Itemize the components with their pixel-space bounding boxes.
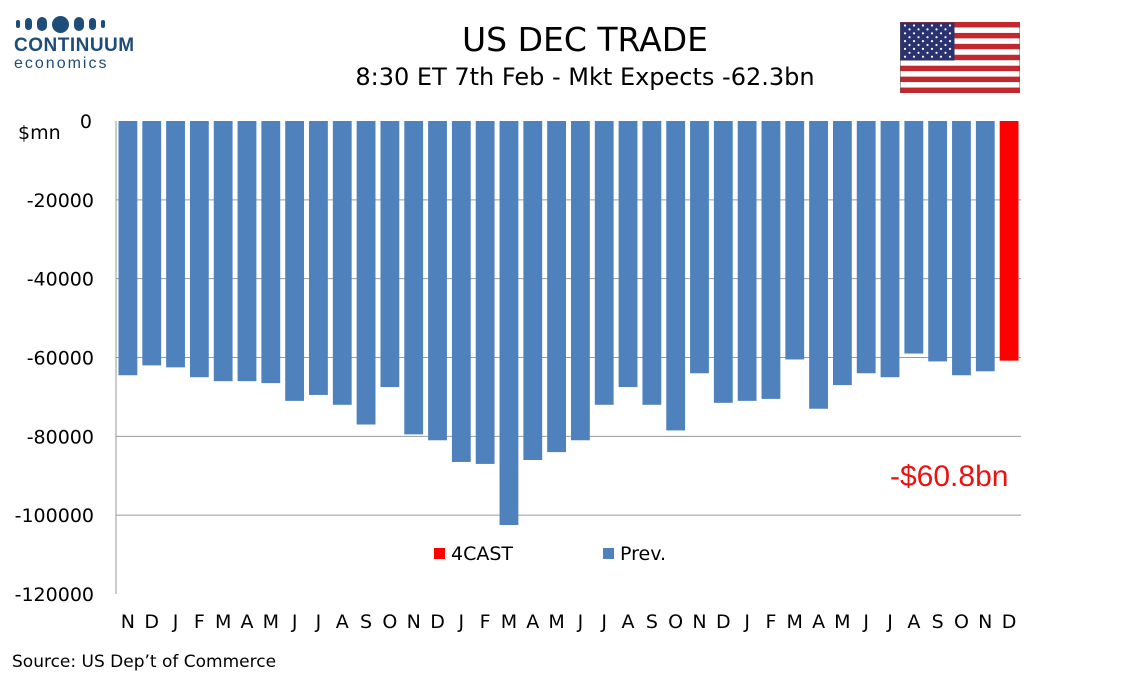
bar-prev <box>261 121 281 384</box>
logo-name: CONTINUUM <box>14 35 135 56</box>
x-tick-label: J <box>577 611 584 633</box>
bar-prev <box>428 121 447 441</box>
bar-prev <box>189 121 209 378</box>
x-tick-label: M <box>501 611 517 633</box>
bar-prev <box>571 121 590 441</box>
bar-prev <box>332 121 352 405</box>
bar-prev <box>475 121 495 464</box>
legend-label-prev: Prev. <box>620 543 666 565</box>
y-tick-label: -20000 <box>27 190 94 212</box>
y-tick-label: -100000 <box>15 505 94 527</box>
x-tick-label: J <box>458 611 465 633</box>
x-tick-label: A <box>622 611 635 633</box>
bar-prev <box>785 121 805 360</box>
bar-prev <box>547 121 566 453</box>
logo-dots <box>16 14 139 34</box>
x-tick-label: J <box>172 611 179 633</box>
y-tick-label: -40000 <box>27 269 94 291</box>
bar-prev <box>618 121 638 388</box>
bar-prev <box>952 121 971 376</box>
bar-prev <box>713 121 733 403</box>
bar-prev <box>451 121 471 462</box>
bar-prev <box>856 121 876 374</box>
x-tick-label: D <box>1002 611 1017 633</box>
bar-prev <box>118 121 138 376</box>
x-tick-label: O <box>668 611 683 633</box>
x-tick-label: J <box>315 611 322 633</box>
bar-prev <box>809 121 828 409</box>
continuum-logo: CONTINUUM economics <box>14 14 139 76</box>
x-tick-label: N <box>978 611 992 633</box>
x-tick-label: M <box>215 611 231 633</box>
x-tick-label: F <box>480 611 491 633</box>
chart-subtitle: 8:30 ET 7th Feb - Mkt Expects -62.3bn <box>355 63 815 91</box>
x-tick-label: F <box>765 611 776 633</box>
bar-prev <box>761 121 781 399</box>
y-tick-label: -80000 <box>27 426 94 448</box>
logo-subtitle: economics <box>14 55 109 72</box>
legend-label-4cast: 4CAST <box>451 543 513 565</box>
bar-prev <box>975 121 995 372</box>
x-tick-label: D <box>144 611 159 633</box>
bar-4cast <box>999 121 1019 361</box>
bar-prev <box>213 121 233 382</box>
x-tick-label: F <box>194 611 205 633</box>
y-axis-label: $mn <box>18 122 61 144</box>
bar-prev <box>523 121 543 460</box>
x-tick-label: J <box>743 611 750 633</box>
y-tick-label: 0 <box>80 111 92 133</box>
bar-prev <box>166 121 185 368</box>
bar-prev <box>666 121 686 431</box>
x-tick-label: N <box>407 611 421 633</box>
bar-prev <box>880 121 900 378</box>
bar-prev <box>499 121 519 526</box>
bar-prev <box>142 121 162 366</box>
y-tick-label: -120000 <box>15 584 94 606</box>
x-tick-label: N <box>121 611 135 633</box>
forecast-callout: -$60.8bn <box>890 460 1009 493</box>
x-tick-label: D <box>430 611 445 633</box>
x-tick-label: A <box>526 611 539 633</box>
legend-swatch-prev <box>603 548 614 559</box>
x-tick-label: A <box>907 611 920 633</box>
x-tick-label: A <box>812 611 825 633</box>
x-tick-label: D <box>716 611 731 633</box>
x-tick-label: S <box>360 611 372 633</box>
bar-prev <box>737 121 757 401</box>
us-flag-icon <box>900 22 1020 93</box>
x-tick-label: O <box>954 611 969 633</box>
bar-prev <box>594 121 614 405</box>
bar-prev <box>690 121 709 374</box>
x-tick-label: J <box>886 611 893 633</box>
x-tick-label: M <box>787 611 803 633</box>
bar-prev <box>904 121 924 354</box>
x-tick-label: A <box>336 611 349 633</box>
legend: 4CAST Prev. <box>434 543 666 565</box>
x-tick-label: J <box>291 611 298 633</box>
x-tick-label: J <box>600 611 607 633</box>
legend-swatch-4cast <box>434 548 445 559</box>
x-tick-label: M <box>834 611 850 633</box>
bar-prev <box>380 121 400 388</box>
x-tick-label: O <box>382 611 397 633</box>
bar-prev <box>356 121 376 425</box>
x-tick-label: M <box>548 611 564 633</box>
x-tick-label: N <box>692 611 706 633</box>
source-note: Source: US Dep’t of Commerce <box>12 652 277 672</box>
x-tick-label: A <box>240 611 253 633</box>
bar-prev <box>642 121 662 405</box>
bar-prev <box>309 121 328 395</box>
bar-prev <box>285 121 305 401</box>
x-tick-label: J <box>862 611 869 633</box>
chart-title: US DEC TRADE <box>462 20 708 59</box>
x-tick-label: S <box>646 611 658 633</box>
bar-prev <box>404 121 424 435</box>
y-tick-label: -60000 <box>27 348 94 370</box>
bar-prev <box>928 121 948 362</box>
x-tick-label: M <box>263 611 279 633</box>
bar-prev <box>237 121 257 382</box>
bar-prev <box>832 121 852 386</box>
x-tick-label: S <box>932 611 944 633</box>
